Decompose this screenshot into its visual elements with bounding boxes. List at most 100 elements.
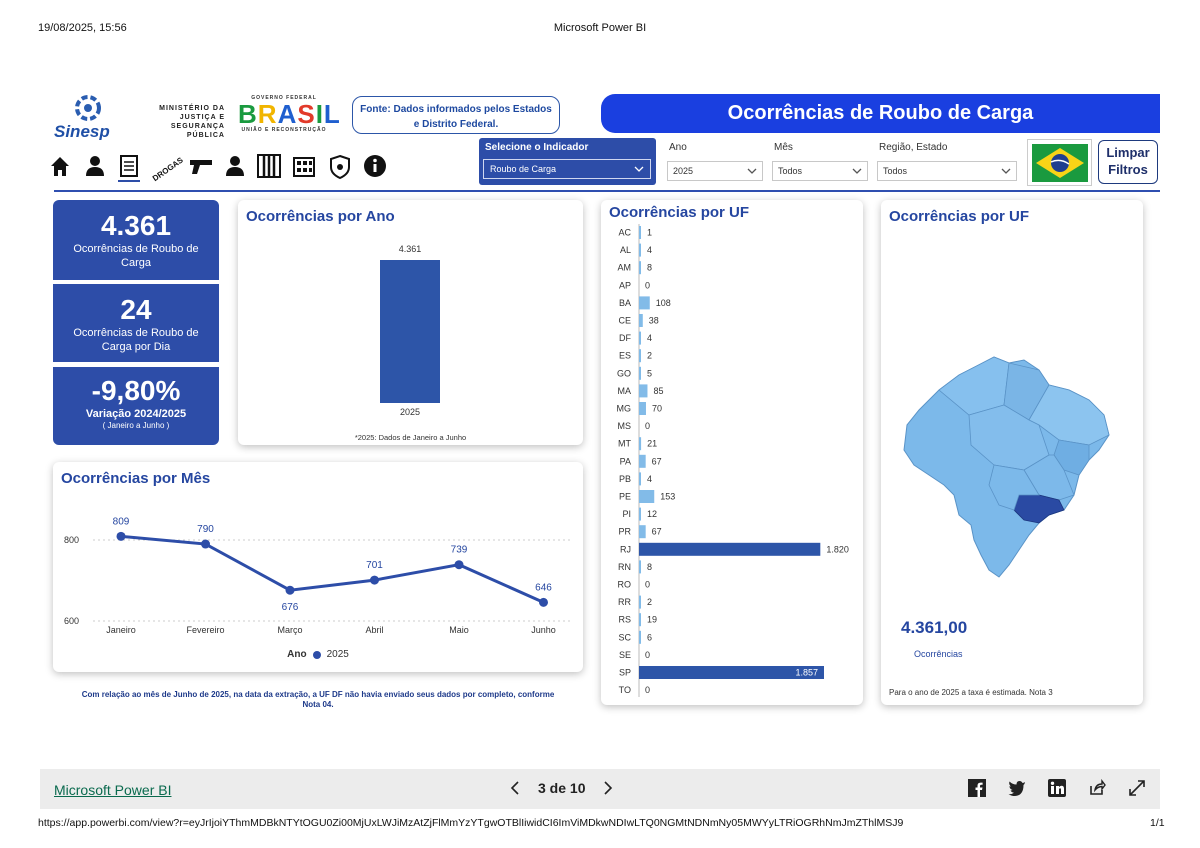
month-data-label: 646 — [535, 582, 552, 593]
month-point — [285, 585, 295, 595]
kpi-variation: -9,80% Variação 2024/2025 ( Janeiro a Ju… — [53, 367, 219, 445]
uf-data-label: 0 — [645, 580, 650, 590]
powerbi-link[interactable]: Microsoft Power BI — [54, 782, 172, 798]
shield-icon[interactable] — [330, 154, 350, 180]
uf-data-label: 0 — [645, 421, 650, 431]
prison-icon[interactable] — [257, 154, 281, 178]
year-chart: 4.361 2025 — [380, 244, 440, 417]
home-icon[interactable] — [51, 157, 69, 176]
brazil-flag-icon[interactable] — [1027, 139, 1092, 186]
month-data-label: 790 — [197, 524, 214, 535]
month-point — [539, 597, 548, 607]
uf-data-label: 21 — [647, 439, 657, 449]
print-page-count: 1/1 — [1150, 817, 1165, 829]
fullscreen-icon[interactable] — [1128, 779, 1146, 797]
regiao-dropdown[interactable]: Todos — [877, 161, 1017, 181]
uf-data-label: 4 — [647, 474, 652, 484]
uf-bar — [639, 402, 646, 415]
indicator-dropdown[interactable]: Roubo de Carga — [483, 159, 651, 179]
month-data-label: 809 — [113, 516, 130, 527]
kpi-variation-label: Variação 2024/2025 — [85, 408, 187, 420]
month-data-label: 701 — [366, 560, 383, 571]
uf-map-title: Ocorrências por UF — [889, 208, 1030, 225]
mes-value: Todos — [778, 166, 803, 176]
year-chart-card: Ocorrências por Ano 4.361 2025 *2025: Dad… — [238, 200, 583, 445]
uf-data-label: 12 — [647, 509, 657, 519]
uf-data-label: 4 — [647, 333, 652, 343]
share-icons — [968, 779, 1146, 797]
uf-data-label: 67 — [652, 456, 662, 466]
uf-bar — [639, 384, 648, 398]
uf-bar — [639, 314, 643, 327]
month-ytick-label: 800 — [64, 535, 79, 545]
indicator-value: Roubo de Carga — [490, 164, 557, 174]
ministry-name: MINISTÉRIO DA JUSTIÇA E SEGURANÇA PÚBLIC… — [159, 105, 225, 139]
uf-data-label: 1.857 — [795, 668, 818, 678]
uf-category-label: PR — [618, 527, 631, 537]
info-icon[interactable] — [364, 155, 386, 177]
uf-category-label: MS — [618, 421, 632, 431]
uf-data-label: 19 — [647, 615, 657, 625]
kpi-per-day: 24 Ocorrências de Roubo de Carga por Dia — [53, 284, 219, 362]
sinesp-logo: Sinesp — [52, 94, 132, 141]
uf-data-label: 1 — [647, 228, 652, 238]
powerbi-footer: Microsoft Power BI 3 de 10 — [40, 769, 1160, 809]
uf-data-label: 5 — [647, 368, 652, 378]
uf-category-label: BA — [619, 298, 631, 308]
mes-dropdown[interactable]: Todos — [772, 161, 868, 181]
uf-bar — [639, 296, 650, 310]
uf-bar — [639, 261, 641, 275]
svg-text:DROGAS: DROGAS — [151, 155, 185, 183]
indicator-filter: Selecione o Indicador Roubo de Carga — [479, 138, 656, 185]
uf-data-label: 108 — [656, 298, 671, 308]
uf-bar — [639, 560, 641, 574]
uf-bar — [639, 542, 821, 556]
gov-federal-logo: GOVERNO FEDERAL BRASIL UNIÃO E RECONSTRU… — [238, 95, 341, 133]
uf-category-label: RJ — [620, 544, 631, 554]
user-badge-icon[interactable] — [226, 156, 244, 176]
person-icon[interactable] — [86, 156, 104, 176]
year-chart-title: Ocorrências por Ano — [246, 208, 395, 225]
month-data-label: 739 — [451, 545, 468, 556]
linkedin-icon[interactable] — [1048, 779, 1066, 797]
print-title: Microsoft Power BI — [553, 22, 647, 34]
building-icon[interactable] — [293, 157, 315, 177]
facebook-icon[interactable] — [968, 779, 986, 797]
kpi-per-day-label: Ocorrências de Roubo de Carga por Dia — [73, 327, 199, 353]
uf-bar-title: Ocorrências por UF — [609, 204, 750, 221]
extraction-note: Com relação ao mês de Junho de 2025, na … — [81, 690, 555, 709]
legend-title: Ano — [287, 649, 307, 660]
uf-category-label: AL — [620, 245, 631, 255]
uf-bar — [639, 595, 641, 609]
gun-icon[interactable] — [190, 160, 212, 174]
uf-data-label: 85 — [653, 386, 663, 396]
ano-dropdown[interactable]: 2025 — [667, 161, 763, 181]
brazil-map[interactable] — [899, 345, 1119, 585]
drogas-icon[interactable]: DROGAS — [151, 155, 185, 183]
chevron-down-icon — [747, 168, 757, 174]
kpi-total: 4.361 Ocorrências de Roubo de Carga — [53, 200, 219, 280]
ano-value: 2025 — [673, 166, 694, 176]
uf-bar — [639, 472, 641, 486]
mes-label: Mês — [774, 142, 793, 153]
uf-data-label: 67 — [652, 527, 662, 537]
chevron-left-icon[interactable] — [510, 781, 520, 795]
uf-bar — [639, 525, 646, 539]
chevron-right-icon[interactable] — [603, 781, 613, 795]
document-icon[interactable] — [118, 155, 140, 182]
uf-bar — [639, 454, 646, 468]
indicator-label: Selecione o Indicador — [485, 142, 589, 153]
map-total-label: Ocorrências — [914, 649, 963, 659]
uf-category-label: MG — [617, 404, 632, 414]
map-note: Para o ano de 2025 a taxa é estimada. No… — [889, 688, 1053, 697]
share-icon[interactable] — [1088, 779, 1106, 797]
uf-category-label: RO — [618, 580, 632, 590]
uf-category-label: PA — [620, 456, 631, 466]
chevron-down-icon — [634, 166, 644, 172]
uf-bar — [639, 226, 641, 239]
legend-series-label: 2025 — [326, 649, 349, 660]
twitter-icon[interactable] — [1008, 780, 1026, 796]
uf-data-label: 0 — [645, 685, 650, 695]
clear-filters-button[interactable]: Limpar Filtros — [1098, 140, 1158, 184]
month-chart-legend: Ano 2025 — [53, 649, 583, 660]
